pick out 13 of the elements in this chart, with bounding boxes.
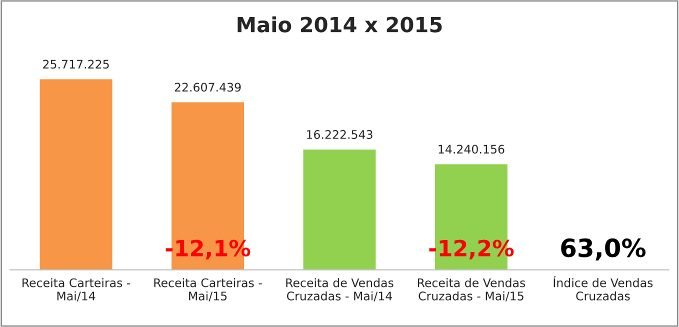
data-label: 14.240.156 [438, 144, 504, 154]
x-tick-label: Receita de Vendas Cruzadas - Mai/15 [418, 278, 526, 302]
x-tick-label: Receita de Vendas Cruzadas - Mai/14 [286, 278, 394, 302]
bar [40, 79, 112, 270]
data-label: 25.717.225 [43, 60, 109, 69]
bar [303, 150, 376, 270]
x-tick-label: Índice de Vendas Cruzadas [554, 276, 653, 300]
x-tick-label: Receita Carteiras - Mai/14 [22, 278, 130, 302]
x-tick-label: Receita Carteiras - Mai/15 [154, 278, 262, 302]
data-label: 22.607.439 [174, 82, 241, 92]
annotation: 63,0% [561, 238, 646, 261]
chart-title: Maio 2014 x 2015 [238, 16, 442, 32]
data-label: 16.222.543 [307, 130, 372, 139]
